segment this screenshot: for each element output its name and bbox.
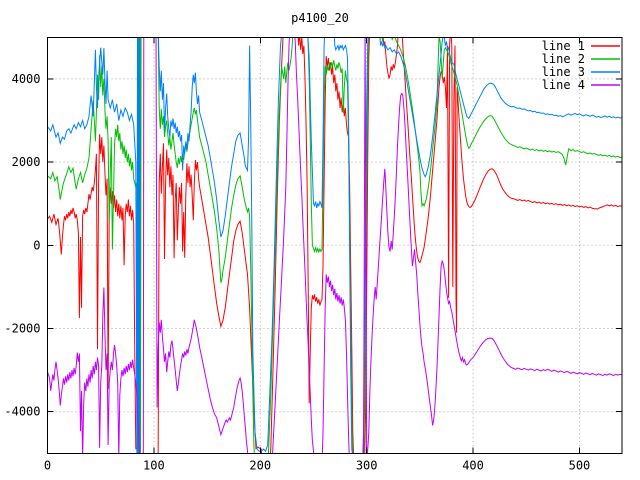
x-tick-label: 100 (143, 458, 165, 472)
legend-label-line-1: line 1 (542, 39, 585, 53)
chart-title: p4100_20 (291, 11, 349, 25)
series-line-4 (47, 37, 622, 454)
x-tick-label: 300 (356, 458, 378, 472)
y-tick-label: -2000 (4, 322, 40, 336)
series-line-3 (47, 37, 622, 454)
legend-label-line-4: line 4 (542, 78, 585, 92)
y-tick-label: 0 (33, 238, 40, 252)
y-tick-label: 4000 (12, 72, 41, 86)
x-tick-label: 400 (462, 458, 484, 472)
y-tick-label: 2000 (12, 155, 41, 169)
legend-label-line-2: line 2 (542, 52, 585, 66)
y-tick-label: -4000 (4, 405, 40, 419)
x-tick-label: 500 (569, 458, 591, 472)
legend-label-line-3: line 3 (542, 65, 585, 79)
series-line-2 (47, 37, 622, 454)
x-tick-label: 0 (44, 458, 51, 472)
series-line-1 (47, 37, 622, 454)
x-tick-label: 200 (249, 458, 271, 472)
